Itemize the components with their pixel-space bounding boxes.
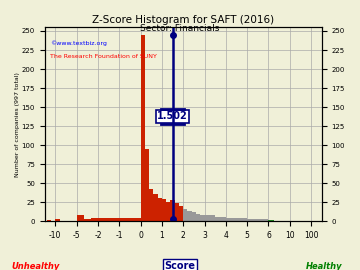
Bar: [269, 220, 271, 221]
Bar: [215, 217, 226, 221]
Bar: [119, 218, 140, 221]
Text: The Research Foundation of SUNY: The Research Foundation of SUNY: [50, 54, 157, 59]
Bar: [170, 200, 175, 221]
Bar: [196, 214, 200, 221]
Text: ©www.textbiz.org: ©www.textbiz.org: [50, 41, 107, 46]
Bar: [47, 220, 51, 221]
Bar: [258, 219, 269, 221]
Text: Score: Score: [165, 261, 195, 270]
Bar: [271, 220, 274, 221]
Bar: [237, 218, 247, 221]
Bar: [200, 215, 204, 221]
Bar: [247, 219, 258, 221]
Bar: [158, 198, 162, 221]
Bar: [91, 218, 98, 221]
Bar: [145, 149, 149, 221]
Bar: [183, 209, 188, 221]
Bar: [140, 35, 145, 221]
Bar: [175, 203, 179, 221]
Text: Sector: Financials: Sector: Financials: [140, 24, 220, 33]
Bar: [162, 198, 166, 221]
Bar: [84, 219, 91, 221]
Bar: [55, 219, 59, 221]
Y-axis label: Number of companies (997 total): Number of companies (997 total): [15, 72, 20, 177]
Title: Z-Score Histogram for SAFT (2016): Z-Score Histogram for SAFT (2016): [92, 15, 274, 25]
Bar: [153, 194, 158, 221]
Bar: [204, 215, 215, 221]
Bar: [77, 215, 84, 221]
Bar: [188, 211, 192, 221]
Bar: [179, 206, 183, 221]
Text: Unhealthy: Unhealthy: [12, 262, 60, 270]
Bar: [98, 218, 119, 221]
Bar: [149, 190, 153, 221]
Text: 1.502: 1.502: [157, 111, 188, 121]
Text: Healthy: Healthy: [306, 262, 342, 270]
Bar: [166, 202, 170, 221]
Bar: [226, 218, 237, 221]
Bar: [192, 212, 196, 221]
